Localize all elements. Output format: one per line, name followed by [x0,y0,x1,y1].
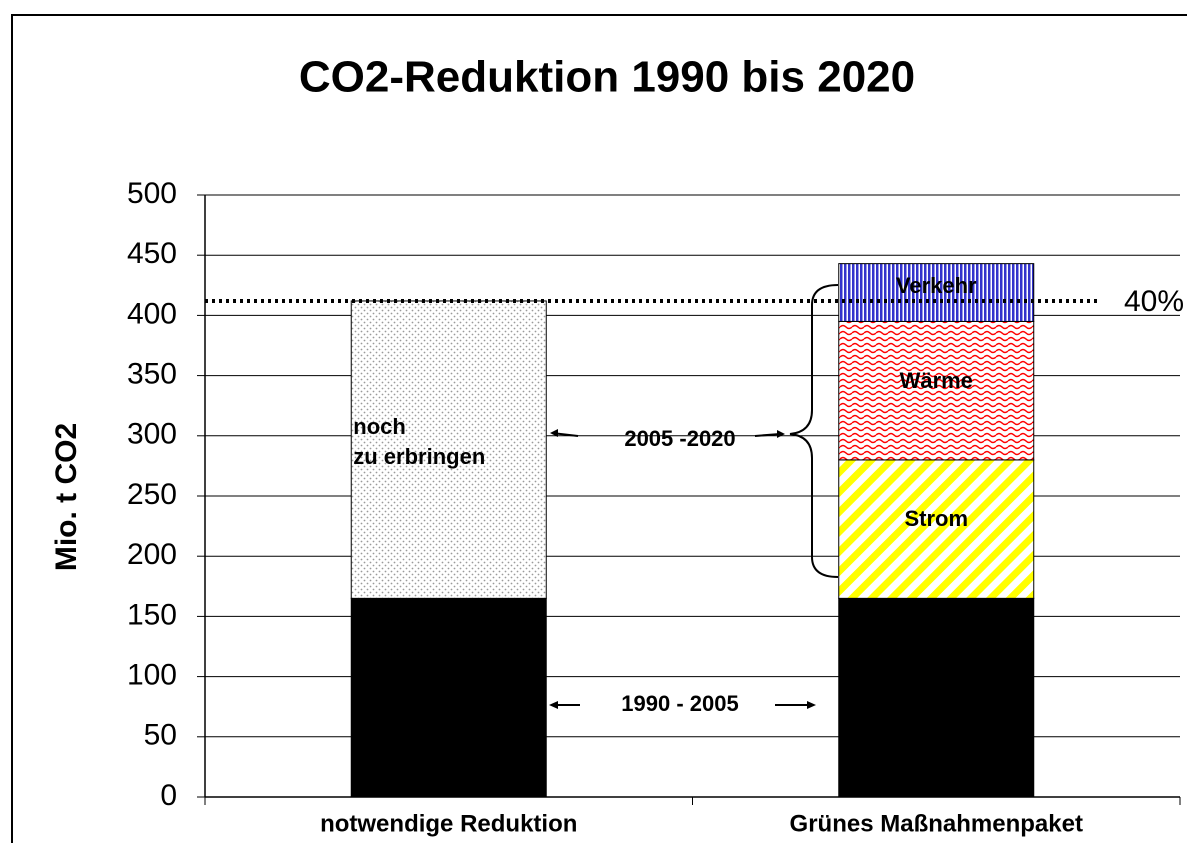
bar-segment [838,597,1035,798]
y-tick-label: 500 [127,177,177,210]
segment-label: Verkehr [895,272,977,298]
y-tick-label: 50 [144,719,177,752]
y-tick-label: 100 [127,659,177,692]
y-tick-label: 0 [160,779,177,812]
y-tick-label: 450 [127,237,177,270]
bar-segment [838,320,1035,461]
x-tick-label: Grünes Maßnahmenpaket [790,810,1083,837]
segment-label: Wärme [899,367,973,393]
reference-label: 40% [1124,285,1184,318]
annotation: 1990 - 2005 [621,691,738,716]
bar-segment [350,597,547,798]
y-tick-label: 200 [127,538,177,571]
y-axis-label: Mio. t CO2 [50,423,83,571]
x-tick-label: notwendige Reduktion [320,810,577,837]
y-tick-label: 300 [127,418,177,451]
annotation: 2005 -2020 [624,426,735,451]
plot: 0 50 100 150 200 250 300 350 400 450 500 notwendige… [127,177,1184,837]
y-tick-label: 250 [127,478,177,511]
segment-label: Strom [904,506,969,532]
chart-title: CO2-Reduktion 1990 bis 2020 [299,53,915,102]
bar-segment [350,300,547,599]
annotation-arrows [549,284,839,709]
y-tick-label: 150 [127,598,177,631]
bar-segment [838,459,1035,599]
frame [11,14,1187,843]
y-tick-label: 350 [127,358,177,391]
segment-label: noch zu erbringen [353,413,486,469]
bar-segment [838,263,1035,322]
y-tick-label: 400 [127,297,177,330]
